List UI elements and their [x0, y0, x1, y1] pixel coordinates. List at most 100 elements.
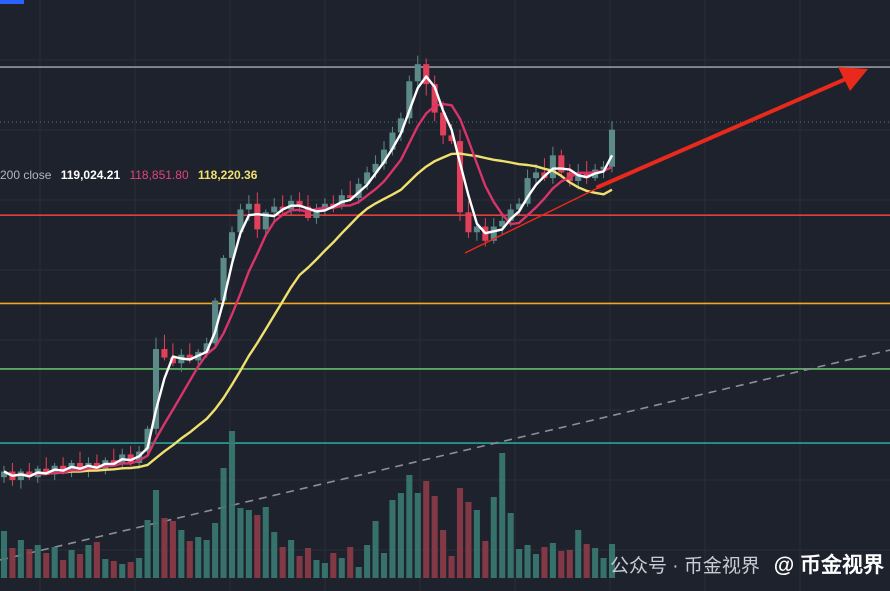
candle-body: [127, 454, 134, 463]
candle-body: [17, 471, 24, 481]
volume-bar: [127, 562, 134, 578]
ma-slow-line: [3, 152, 613, 477]
candle-body: [600, 166, 607, 170]
ma-fast-line: [3, 75, 614, 478]
volume-bar: [558, 551, 565, 578]
volume-bar: [279, 547, 286, 578]
volume-bar: [355, 567, 362, 578]
candle-body: [296, 200, 303, 207]
volume-bar: [85, 545, 92, 578]
volume-bar: [178, 530, 185, 578]
volume-bar: [296, 556, 303, 578]
candle-body: [372, 163, 379, 173]
candle-body: [456, 141, 464, 213]
candle-body: [465, 212, 472, 233]
volume-bar: [136, 558, 143, 578]
legend-ma-mid-value: 118,851.80: [129, 168, 189, 182]
candle-body: [440, 112, 447, 136]
candle-body: [608, 129, 616, 167]
candle-body: [473, 226, 480, 233]
candle-body: [212, 300, 219, 344]
volume-bar: [524, 545, 531, 578]
candle-body: [237, 209, 244, 233]
volume-bar: [389, 500, 396, 578]
candle-body: [203, 343, 210, 352]
volume-bar: [549, 543, 556, 578]
volume-bar: [43, 553, 50, 578]
volume-bar: [583, 544, 590, 578]
volume-bar: [17, 540, 24, 578]
volume-bar: [600, 558, 607, 578]
candle-body: [364, 172, 371, 184]
candle-body: [245, 203, 252, 210]
watermark-brand: @ 币金视界: [773, 554, 884, 577]
volume-bar: [364, 545, 371, 578]
candle-body: [431, 84, 438, 113]
volume-bar: [262, 507, 269, 578]
volume-bar: [0, 531, 8, 578]
dashed-trendline: [0, 349, 890, 561]
volume-bar: [423, 481, 430, 578]
volume-bar: [499, 453, 506, 578]
candle-body: [262, 212, 269, 230]
volume-bar: [608, 544, 616, 578]
candle-body: [507, 209, 514, 221]
volume-bar: [51, 547, 58, 578]
candle-body: [414, 64, 421, 82]
volume-bar: [313, 560, 320, 578]
volume-bar: [161, 518, 168, 578]
candle-body: [271, 206, 278, 213]
ma-mid-line: [3, 102, 613, 477]
volume-bar: [490, 497, 497, 578]
volume-bar: [592, 548, 599, 578]
wechat-official-account-label: 公众号 · 币金视界: [609, 556, 760, 577]
candle-body: [575, 172, 582, 181]
volume-bar: [347, 547, 354, 578]
candle-body: [397, 118, 404, 133]
volume-bar: [397, 493, 404, 578]
volume-bar: [195, 537, 202, 578]
volume-bar: [34, 545, 41, 578]
candle-body: [516, 203, 523, 210]
legend-label: 200 close: [0, 168, 52, 182]
volume-bar: [93, 542, 100, 578]
candle-body: [60, 465, 67, 472]
candle-body: [279, 206, 286, 210]
volume-bar: [68, 550, 75, 578]
candle-body: [228, 232, 236, 258]
volume-bar: [186, 541, 193, 578]
volume-bar: [414, 493, 421, 578]
volume-bar: [110, 561, 117, 578]
volume-bar: [507, 513, 514, 578]
volume-bar: [9, 548, 16, 578]
candle-body: [558, 155, 565, 173]
candle-body: [524, 178, 531, 204]
bullish-arrow-shaft: [596, 76, 850, 189]
legend-ma-fast-value: 119,024.21: [60, 168, 121, 182]
volume-bar: [245, 510, 252, 578]
candle-body: [389, 132, 396, 150]
volume-bar: [380, 553, 388, 578]
candle-body: [423, 64, 430, 85]
volume-bar: [448, 556, 455, 578]
volume-bar: [372, 521, 379, 578]
volume-bar: [152, 490, 160, 578]
volume-bar: [440, 530, 447, 578]
volume-bar: [532, 554, 540, 578]
volume-bar: [473, 510, 480, 578]
candle-body: [490, 226, 497, 241]
volume-bar: [465, 502, 472, 578]
volume-bar: [237, 508, 244, 578]
candle-body: [169, 357, 176, 364]
volume-bar: [271, 532, 278, 578]
volume-bar: [456, 488, 464, 578]
candle-body: [499, 220, 506, 227]
candle-body: [583, 172, 590, 179]
candle-body: [532, 172, 540, 179]
candle-body: [144, 428, 151, 452]
volume-bar: [330, 553, 337, 578]
volume-bar: [119, 564, 126, 578]
candle-body: [186, 354, 193, 361]
